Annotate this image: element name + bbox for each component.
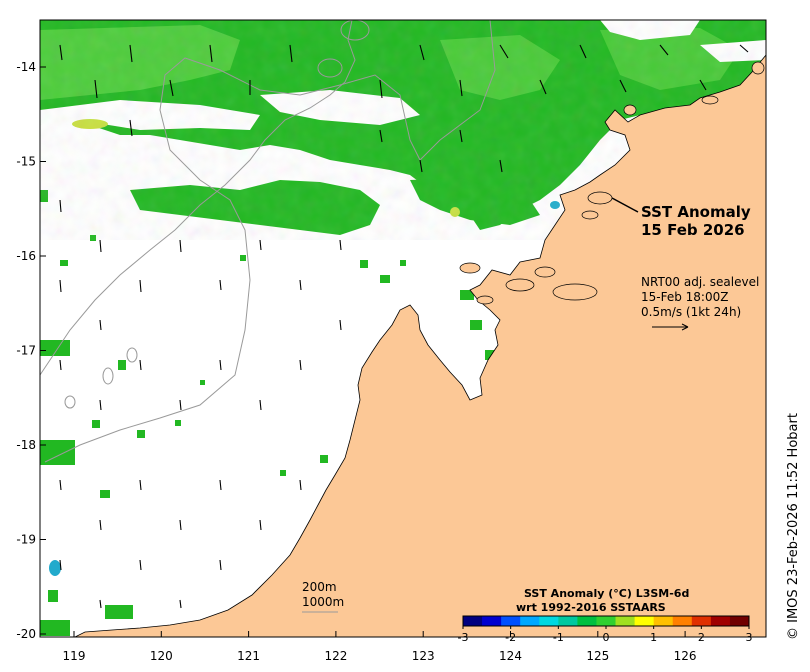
colorbar-tick-label: 0: [603, 631, 610, 644]
colorbar-segment: [653, 616, 674, 626]
colorbar-segment: [596, 616, 617, 626]
current-source-label: NRT00 adj. sealevel: [641, 275, 759, 289]
lon-tick-label: 123: [412, 649, 435, 663]
colorbar-segment: [615, 616, 636, 626]
lon-tick-label: 120: [150, 649, 173, 663]
map-title: SST Anomaly: [641, 203, 751, 221]
lat-tick-label: -16: [16, 249, 36, 263]
lon-tick-label: 124: [499, 649, 522, 663]
map-date: 15 Feb 2026: [641, 221, 745, 239]
colorbar-segment: [520, 616, 540, 626]
coastal-islands: [459, 61, 765, 305]
colorbar-segment: [729, 616, 750, 626]
current-scale-label: 0.5m/s (1kt 24h): [641, 305, 741, 319]
colorbar-subtitle: wrt 1992-2016 SSTAARS: [516, 601, 666, 614]
colorbar: -3 -2 -1 0 1 2 3: [458, 615, 753, 644]
lon-tick-label: 126: [674, 649, 697, 663]
isobath-200m-label: 200m: [302, 580, 337, 594]
colorbar-tick-label: -3: [458, 631, 469, 644]
lat-tick-label: -20: [16, 627, 36, 641]
colorbar-tick-label: -1: [553, 631, 564, 644]
lat-tick-label: -15: [16, 155, 36, 169]
lon-tick-label: 125: [586, 649, 609, 663]
current-time-label: 15-Feb 18:00Z: [641, 290, 728, 304]
title-pointer: [611, 197, 639, 213]
anomaly-patch-blue-2: [49, 560, 61, 576]
lon-tick-label: 122: [324, 649, 347, 663]
lat-tick-label: -18: [16, 438, 36, 452]
colorbar-title: SST Anomaly (°C) L3SM-6d: [524, 587, 689, 600]
colorbar-tick-label: 1: [650, 631, 657, 644]
lat-tick-label: -19: [16, 533, 36, 547]
sst-anomaly-field: [40, 20, 766, 637]
current-vectors: [59, 44, 749, 609]
colorbar-segment: [672, 616, 693, 626]
lat-tick-label: -14: [16, 60, 36, 74]
isobath-1000m-label: 1000m: [302, 595, 344, 609]
current-scale-arrow: [652, 323, 689, 331]
lon-tick-label: 119: [63, 649, 86, 663]
colorbar-segment: [634, 616, 655, 626]
colorbar-segment: [482, 616, 502, 626]
plot-frame: [39, 19, 767, 638]
colorbar-segment: [577, 616, 597, 626]
latitude-axis: -14 -15 -16 -17 -18 -19 -20: [16, 60, 46, 641]
lon-tick-label: 121: [237, 649, 260, 663]
colorbar-tick-label: -2: [505, 631, 516, 644]
colorbar-segment: [691, 616, 712, 626]
colorbar-tick-label: 3: [746, 631, 753, 644]
colorbar-segment: [539, 616, 559, 626]
isobath-contours: [40, 20, 496, 463]
longitude-axis: 119 120 121 122 123 124 125 126: [63, 631, 697, 663]
colorbar-segment: [501, 616, 521, 626]
lat-tick-label: -17: [16, 344, 36, 358]
credit-text: © IMOS 23-Feb-2026 11:52 Hobart: [786, 413, 801, 640]
colorbar-segment: [710, 616, 731, 626]
colorbar-segment: [558, 616, 578, 626]
colorbar-tick-label: 2: [698, 631, 705, 644]
colorbar-segment: [463, 616, 483, 626]
